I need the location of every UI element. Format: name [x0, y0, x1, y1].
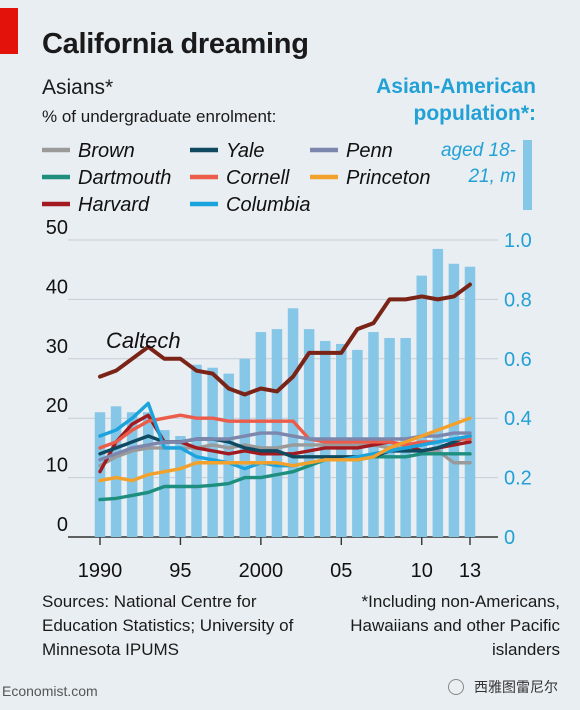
x-tick-label: 2000 — [239, 560, 284, 582]
series-line-dartmouth — [98, 452, 472, 502]
population-bar — [191, 364, 202, 537]
watermark: 西雅图雷尼尔 — [448, 677, 558, 697]
y-right-tick-label: 0.6 — [504, 349, 532, 371]
brand-name: Economist.com — [2, 683, 98, 699]
legend-label-cornell: Cornell — [226, 167, 290, 189]
series-line-princeton — [98, 416, 472, 483]
population-bar — [448, 263, 460, 537]
population-bar — [464, 266, 476, 537]
series-line-penn — [98, 431, 472, 462]
legend-swatch-population — [523, 140, 532, 210]
chart-unit-label: % of undergraduate enrolment: — [42, 107, 277, 126]
caltech-label: Caltech — [106, 328, 181, 353]
x-tick-label: 13 — [459, 560, 481, 582]
legend-label-penn: Penn — [346, 140, 393, 162]
legend-label-dartmouth: Dartmouth — [78, 167, 171, 189]
x-tick-label: 95 — [169, 560, 191, 582]
x-tick-label: 1990 — [78, 560, 123, 582]
population-bar — [94, 412, 106, 537]
population-bar — [368, 332, 379, 537]
y-right-tick-label: 0.4 — [504, 408, 532, 430]
series-line-caltech — [98, 282, 472, 397]
footnote: *Including non-Americans, Hawaiians and … — [350, 592, 560, 659]
y-left-tick-label: 10 — [46, 455, 68, 477]
brand-accent-bar — [0, 8, 18, 54]
series-line-cornell — [98, 413, 472, 450]
population-bar — [303, 329, 315, 537]
y-right-tick-label: 0.2 — [504, 468, 532, 490]
chart-subtitle: Asians* — [42, 76, 114, 99]
watermark-text: 西雅图雷尼尔 — [474, 679, 558, 695]
x-tick-label: 05 — [330, 560, 352, 582]
y-right-tick-label: 0 — [504, 527, 515, 549]
legend-label-harvard: Harvard — [78, 194, 150, 216]
y-left-tick-label: 40 — [46, 276, 68, 298]
sources-note: Sources: National Centre for Education S… — [42, 592, 294, 659]
population-bar — [432, 248, 444, 537]
population-bar — [416, 275, 427, 537]
y-left-tick-label: 50 — [46, 217, 68, 239]
y-left-tick-label: 20 — [46, 395, 68, 417]
legend-label-brown: Brown — [78, 140, 135, 162]
y-right-tick-label: 1.0 — [504, 230, 532, 252]
legend-label-yale: Yale — [226, 140, 265, 162]
legend-label-columbia: Columbia — [226, 194, 310, 216]
x-tick-label: 10 — [411, 560, 433, 582]
right-axis-subtitle: aged 18-21, m — [440, 140, 516, 187]
chat-icon — [448, 679, 464, 695]
y-right-tick-label: 0.8 — [504, 289, 532, 311]
y-left-tick-label: 0 — [57, 514, 68, 536]
right-axis-title: Asian-American population*: — [376, 75, 536, 125]
population-bar — [126, 412, 138, 537]
chart-title: California dreaming — [42, 28, 309, 60]
y-left-tick-label: 30 — [46, 336, 68, 358]
population-bar — [159, 430, 170, 537]
population-bar — [110, 406, 122, 537]
legend-label-princeton: Princeton — [346, 167, 431, 189]
